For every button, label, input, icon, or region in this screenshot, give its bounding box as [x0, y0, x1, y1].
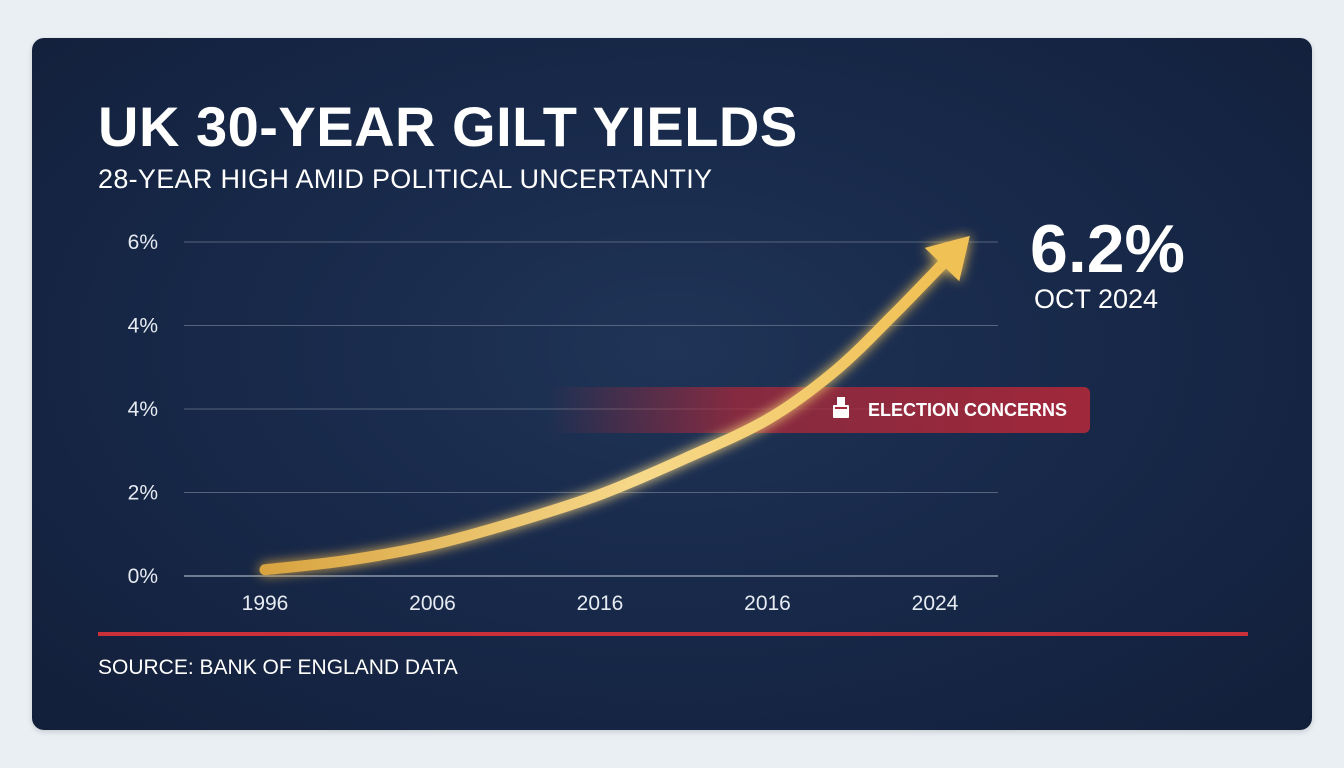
x-tick-label: 2024	[912, 592, 959, 615]
x-axis-ticks: 1996 2006 2016 2016 2024	[242, 592, 959, 615]
chart-title: UK 30-YEAR GILT YIELDS	[98, 95, 798, 158]
chart-plot: 0% 2% 4% 4% 6% 1996 2006 2016 2016 2024 ELECTION…	[128, 231, 1090, 615]
y-tick-label: 4%	[128, 398, 158, 421]
x-tick-label: 2016	[577, 592, 624, 615]
x-tick-label: 2016	[744, 592, 791, 615]
yield-curve	[259, 249, 958, 576]
annotation-band	[547, 387, 1090, 433]
ballot-box-icon	[833, 397, 849, 418]
arrowhead	[924, 235, 970, 282]
chart-subtitle: 28-YEAR HIGH AMID POLITICAL UNCERTANTIY	[98, 164, 713, 194]
y-tick-label: 2%	[128, 482, 158, 505]
latest-yield-date: OCT 2024	[1034, 284, 1159, 314]
annotation-label: ELECTION CONCERNS	[868, 400, 1067, 420]
y-tick-label: 0%	[128, 565, 158, 588]
latest-yield-value: 6.2%	[1030, 211, 1185, 287]
y-tick-label: 6%	[128, 231, 158, 254]
x-tick-label: 1996	[242, 592, 289, 615]
source-divider	[98, 632, 1248, 636]
source-note: SOURCE: BANK OF ENGLAND DATA	[98, 656, 458, 679]
x-tick-label: 2006	[409, 592, 456, 615]
election-annotation: ELECTION CONCERNS	[547, 387, 1090, 433]
y-tick-label: 4%	[128, 315, 158, 338]
y-axis-ticks: 0% 2% 4% 4% 6%	[128, 231, 158, 588]
series-line	[259, 235, 970, 576]
chart-card: UK 30-YEAR GILT YIELDS 28-YEAR HIGH AMID…	[32, 38, 1312, 730]
